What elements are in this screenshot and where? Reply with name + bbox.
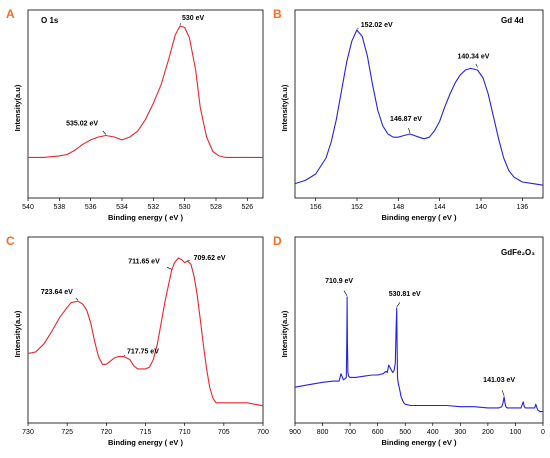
- x-tick-label: 148: [392, 204, 404, 211]
- x-tick-label: 0: [541, 429, 545, 436]
- plot-frame: [294, 9, 544, 199]
- annotation-arrow: [475, 63, 478, 68]
- annotation-arrow: [179, 23, 182, 26]
- panel-b: 156 152 148 144 140 136 Binding energy ( eV ) I…: [273, 7, 544, 222]
- x-tick-label: 700: [344, 429, 356, 436]
- panel-letter: A: [6, 7, 15, 21]
- peak-annotation: 723.64 eV: [41, 289, 73, 296]
- x-tick-label: 528: [210, 204, 222, 211]
- x-tick-label: 538: [53, 204, 65, 211]
- panel-a: 540 538 536 534 532 530 528 526 Binding energy (…: [6, 7, 264, 222]
- x-tick-label: 532: [147, 204, 159, 211]
- plot-frame: [294, 236, 544, 424]
- x-tick-label: 900: [289, 429, 301, 436]
- peak-annotation: 152.02 eV: [361, 22, 393, 29]
- x-tick-label: 600: [372, 429, 384, 436]
- annotation-arrow: [102, 130, 107, 135]
- x-tick-label: 540: [22, 204, 34, 211]
- y-axis-label: Intensity(a.u): [280, 84, 289, 131]
- x-tick-label: 136: [516, 204, 528, 211]
- spectrum-line: [27, 257, 264, 407]
- peak-annotation: 535.02 eV: [66, 121, 98, 128]
- x-tick-label: 100: [510, 429, 522, 436]
- peak-annotation: 141.03 eV: [483, 377, 515, 384]
- peak-annotation: 530 eV: [182, 15, 205, 22]
- x-tick-label: 715: [140, 429, 152, 436]
- x-tick-label: 534: [116, 204, 128, 211]
- x-tick-label: 700: [257, 429, 269, 436]
- panel-letter: B: [273, 7, 282, 21]
- peak-annotation: 709.62 eV: [194, 255, 226, 262]
- x-axis-label: Binding energy ( eV ): [108, 438, 184, 447]
- annotation-arrow: [75, 297, 79, 301]
- x-tick-label: 144: [434, 204, 446, 211]
- annotation-arrow: [408, 128, 411, 134]
- peak-annotation: 710.9 eV: [325, 278, 353, 285]
- peak-annotation: 140.34 eV: [458, 53, 490, 60]
- spectrum-line: [294, 296, 543, 413]
- annotation-arrow: [396, 302, 401, 308]
- x-tick-label: 720: [100, 429, 112, 436]
- x-tick-label: 800: [317, 429, 329, 436]
- x-tick-label: 526: [241, 204, 253, 211]
- x-tick-label: 140: [475, 204, 487, 211]
- y-axis-label: Intensity(a.u): [13, 310, 22, 357]
- panel-c: 730 725 720 715 710 705 700 Binding energy ( eV…: [6, 234, 269, 447]
- annotation-arrow: [501, 390, 505, 397]
- plot-frame: [27, 9, 264, 199]
- x-tick-label: 710: [179, 429, 191, 436]
- panel-d: 900 800 700 600 500 400 300 200 100 0 Binding ener…: [273, 234, 545, 447]
- panel-letter: C: [6, 234, 15, 248]
- x-tick-label: 300: [454, 429, 466, 436]
- panel-title: GdFe₂O₃: [501, 248, 535, 257]
- x-tick-label: 200: [482, 429, 494, 436]
- peak-annotation: 146.87 eV: [390, 116, 422, 123]
- peak-annotation: 717.75 eV: [127, 349, 159, 356]
- spectrum-line: [28, 25, 263, 158]
- panel-title: O 1s: [41, 16, 59, 25]
- annotation-arrow: [166, 266, 172, 270]
- x-axis-label: Binding energy ( eV ): [108, 213, 184, 222]
- peak-annotation: 530.81 eV: [389, 291, 421, 298]
- spectrum-line: [294, 29, 544, 186]
- x-tick-label: 156: [310, 204, 322, 211]
- x-axis-label: Binding energy ( eV ): [381, 213, 457, 222]
- y-axis-label: Intensity(a.u): [13, 84, 22, 131]
- x-tick-label: 152: [351, 204, 363, 211]
- y-axis-label: Intensity(a.u): [280, 310, 289, 357]
- x-tick-label: 500: [399, 429, 411, 436]
- annotation-arrow: [343, 290, 348, 297]
- x-tick-label: 530: [179, 204, 191, 211]
- x-axis-label: Binding energy ( eV ): [381, 438, 457, 447]
- x-tick-label: 725: [61, 429, 73, 436]
- x-tick-label: 705: [218, 429, 230, 436]
- panel-letter: D: [273, 234, 282, 248]
- x-tick-label: 400: [427, 429, 439, 436]
- panel-title: Gd 4d: [501, 16, 524, 25]
- peak-annotation: 711.65 eV: [128, 258, 160, 265]
- x-tick-label: 730: [22, 429, 34, 436]
- x-tick-label: 536: [85, 204, 97, 211]
- annotation-arrow: [187, 259, 191, 261]
